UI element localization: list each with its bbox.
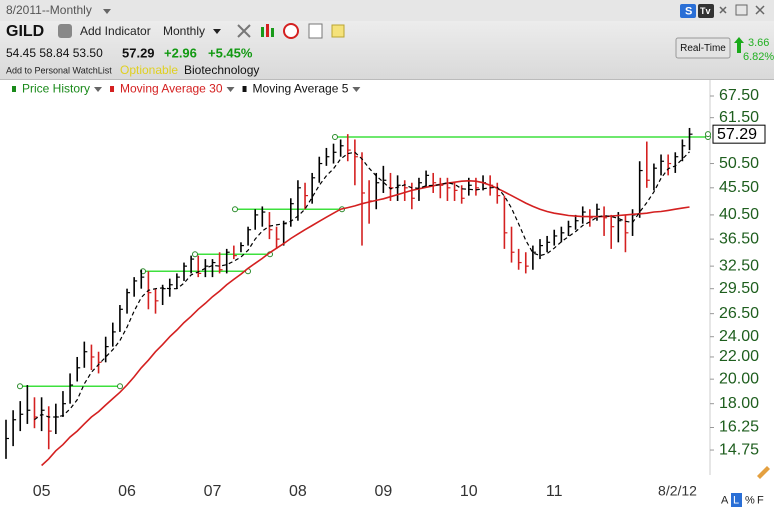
realtime-button[interactable] — [675, 37, 731, 59]
y-tick-label: 20.00 — [719, 370, 759, 387]
icon-move[interactable] — [719, 6, 727, 14]
icon-tv-label: Tv — [700, 6, 711, 16]
legend-swatch — [12, 86, 16, 92]
icon-tv[interactable] — [698, 4, 714, 18]
rt-change: 3.66 — [748, 37, 769, 49]
ma30-line — [41, 179, 690, 467]
y-tick-label: 14.75 — [719, 441, 759, 458]
add-indicator[interactable]: Add Indicator — [80, 24, 151, 38]
y-tick-label: 22.00 — [719, 348, 759, 365]
tool-draw[interactable] — [237, 24, 251, 38]
pencil-icon[interactable] — [757, 466, 770, 479]
period-arrow[interactable] — [213, 29, 221, 34]
footer-button[interactable]: F — [757, 494, 764, 506]
last-price-label: 57.29 — [717, 126, 757, 143]
change-pct: +5.45% — [208, 45, 253, 60]
footer-button[interactable]: L — [733, 494, 739, 506]
toolbar — [237, 23, 345, 39]
x-tick-label: 05 — [33, 483, 51, 500]
y-tick-label: 67.50 — [719, 87, 759, 104]
icon-s[interactable] — [680, 4, 696, 18]
y-tick-label: 29.50 — [719, 280, 759, 297]
tool-bars[interactable] — [271, 28, 274, 37]
ma5-line — [34, 151, 690, 421]
legend-entry[interactable]: Price History — [22, 82, 90, 96]
window-title[interactable]: 8/2011--Monthly — [6, 3, 92, 17]
legend-entry[interactable]: Moving Average 5 — [253, 82, 349, 96]
legend-arrow — [94, 87, 103, 92]
icon-close[interactable] — [755, 5, 765, 15]
x-tick-label: 11 — [546, 483, 563, 500]
y-tick-label: 40.50 — [719, 206, 759, 223]
indicator-icon[interactable] — [58, 24, 72, 38]
y-tick-label: 16.25 — [719, 419, 759, 436]
x-tick-label: 09 — [374, 483, 392, 500]
y-tick-label: 24.00 — [719, 328, 759, 345]
last-price-box — [712, 124, 766, 144]
y-tick-label: 18.00 — [719, 395, 759, 412]
icon-s-label: S — [685, 5, 692, 17]
x-tick-label: 10 — [460, 483, 478, 500]
tool-bars[interactable] — [261, 27, 264, 37]
y-tick-label: 26.50 — [719, 305, 759, 322]
tool-table[interactable] — [308, 23, 323, 39]
chart: 67.50 61.50 50.50 45.50 40.50 36.50 32.50 29.50… — [5, 80, 766, 507]
tool-alarm[interactable] — [283, 23, 299, 39]
legend-arrow — [352, 87, 361, 92]
x-tick-label: 8/2/12 — [658, 483, 697, 499]
footer-button[interactable]: % — [745, 494, 755, 506]
up-arrow — [734, 37, 744, 53]
level-handle — [17, 383, 23, 390]
level-handle — [332, 133, 338, 140]
level-handle — [192, 251, 198, 258]
legend-swatch — [110, 86, 115, 92]
title-bar — [0, 0, 774, 21]
legend-entry[interactable]: Moving Average 30 — [120, 82, 223, 96]
y-tick-label: 45.50 — [719, 179, 759, 196]
level-handle — [232, 206, 238, 213]
y-tick-label: 32.50 — [719, 257, 759, 274]
ohl: 54.45 58.84 53.50 — [6, 46, 103, 60]
level-handle — [117, 383, 123, 390]
legend-arrow — [226, 87, 235, 92]
change: +2.96 — [164, 45, 197, 60]
rt-change-pct: 6.82% — [743, 51, 774, 63]
tool-bars[interactable] — [266, 24, 269, 37]
realtime-label: Real-Time — [680, 43, 726, 54]
x-tick-label: 06 — [118, 483, 136, 500]
footer-button-bg — [731, 493, 742, 507]
y-tick-label: 61.50 — [719, 109, 759, 126]
x-tick-label: 07 — [204, 483, 222, 500]
footer-button[interactable]: A — [721, 494, 729, 506]
optionable: Optionable — [120, 63, 178, 77]
icon-max[interactable] — [735, 4, 748, 16]
dropdown-arrow[interactable] — [103, 9, 111, 14]
legend-swatch — [242, 86, 247, 92]
tool-note[interactable] — [331, 24, 345, 38]
last-price-dot — [705, 131, 711, 138]
x-tick-label: 08 — [289, 483, 307, 500]
symbol: GILD — [6, 23, 44, 40]
industry: Biotechnology — [184, 63, 259, 77]
last: 57.29 — [122, 45, 155, 60]
y-tick-label: 50.50 — [719, 155, 759, 172]
watchlist[interactable]: Add to Personal WatchList — [6, 65, 112, 75]
period[interactable]: Monthly — [163, 24, 205, 38]
y-tick-label: 36.50 — [719, 230, 759, 247]
